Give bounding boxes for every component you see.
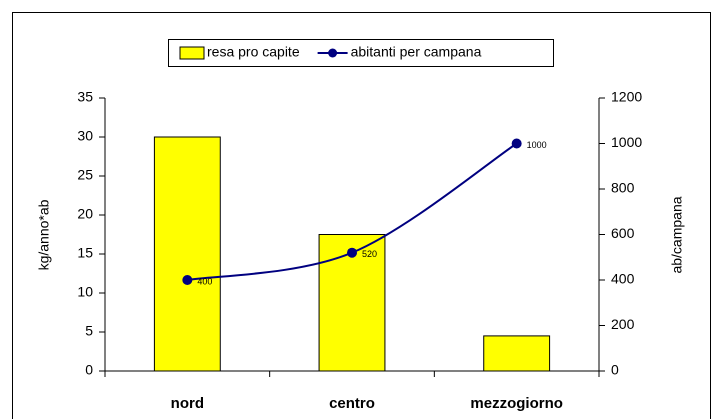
- y-tick-label: 5: [85, 323, 93, 339]
- x-tick-label: mezzogiorno: [470, 395, 563, 412]
- y-tick-label: 10: [77, 284, 93, 300]
- y-tick-label: 30: [77, 128, 93, 144]
- data-label: 400: [197, 276, 212, 286]
- bar: [483, 335, 551, 372]
- legend-marker: [328, 48, 338, 58]
- data-label: 1000: [527, 140, 547, 150]
- y2-tick-label: 400: [611, 271, 635, 287]
- y-tick-label: 15: [77, 245, 93, 261]
- y-tick-label: 20: [77, 206, 93, 222]
- legend-swatch: [179, 46, 205, 60]
- data-label: 520: [362, 249, 377, 259]
- line-marker: [347, 247, 357, 258]
- y-axis-label: kg/anno*ab: [36, 199, 52, 270]
- bar: [153, 136, 221, 372]
- x-tick-label: centro: [329, 395, 375, 412]
- y2-tick-label: 0: [611, 362, 619, 378]
- y2-tick-label: 800: [611, 180, 635, 196]
- y-tick-label: 25: [77, 167, 93, 183]
- line-marker: [182, 275, 193, 285]
- y2-tick-label: 1000: [611, 134, 642, 150]
- legend-box: [168, 39, 554, 67]
- y-tick-label: 35: [77, 89, 93, 105]
- y2-tick-label: 1200: [611, 89, 642, 105]
- y-tick-label: 0: [85, 362, 93, 378]
- x-tick-label: nord: [171, 395, 204, 412]
- y2-tick-label: 600: [611, 225, 635, 241]
- y2-axis-label: ab/campana: [669, 196, 685, 273]
- line-marker: [511, 138, 522, 149]
- y2-tick-label: 200: [611, 316, 635, 332]
- legend-label: resa pro capite: [207, 44, 300, 60]
- legend-label: abitanti per campana: [351, 44, 482, 60]
